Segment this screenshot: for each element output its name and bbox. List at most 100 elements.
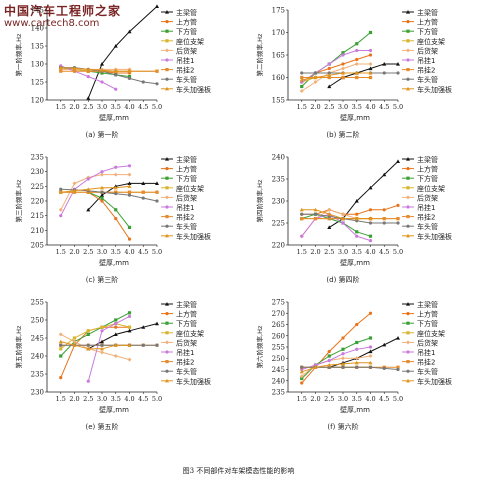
legend-marker <box>406 186 410 190</box>
x-axis-label: 壁厚,mm <box>340 113 370 122</box>
y-tick-label: 230 <box>272 198 285 206</box>
x-tick-label: 4.5 <box>379 395 389 403</box>
legend-marker <box>406 378 410 383</box>
data-point <box>368 66 373 71</box>
legend-label: 车头管 <box>417 222 438 231</box>
series-line <box>60 323 130 350</box>
data-point <box>100 346 104 351</box>
x-tick-label: 2.0 <box>69 248 79 256</box>
data-point <box>59 343 63 347</box>
x-tick-label: 4.5 <box>379 248 389 256</box>
legend-label: 吊挂1 <box>176 348 194 357</box>
data-point <box>100 339 104 344</box>
data-point <box>141 190 145 194</box>
series-line <box>301 213 398 224</box>
legend-label: 车头管 <box>176 75 197 84</box>
legend-label: 后货架 <box>417 193 438 202</box>
data-point <box>327 84 332 89</box>
watermark-title: 中国汽车工程师之家 <box>4 4 122 18</box>
data-point <box>86 67 91 71</box>
series-line <box>301 63 371 92</box>
data-point <box>100 199 104 203</box>
data-point <box>327 349 331 354</box>
data-point <box>127 181 132 185</box>
x-axis-label: 壁厚,mm <box>99 258 129 267</box>
data-point <box>354 216 359 221</box>
data-point <box>127 69 132 73</box>
y-tick-label: 225 <box>272 220 285 228</box>
data-point <box>300 365 304 369</box>
data-point <box>341 66 345 71</box>
data-point <box>327 75 331 80</box>
data-point <box>313 365 318 369</box>
data-point <box>127 190 132 194</box>
data-point <box>127 172 132 177</box>
data-point <box>114 87 118 91</box>
data-point <box>113 185 118 190</box>
data-point <box>355 42 359 46</box>
data-point <box>368 75 373 80</box>
legend-marker <box>165 48 169 53</box>
y-axis-label: 第四阶频率,Hz <box>255 179 264 222</box>
data-point <box>58 332 63 337</box>
legend-marker <box>406 77 410 81</box>
data-point <box>299 374 304 379</box>
data-point <box>341 221 345 225</box>
data-point <box>368 365 373 369</box>
x-tick-label: 4.0 <box>124 395 134 403</box>
data-point <box>300 234 304 238</box>
data-point <box>368 30 373 35</box>
data-point <box>396 71 400 75</box>
data-point <box>313 212 318 216</box>
data-point <box>113 343 118 347</box>
data-point <box>300 217 304 221</box>
legend-marker <box>406 312 410 316</box>
series-line <box>60 165 130 216</box>
data-point <box>59 354 63 358</box>
legend-marker <box>406 86 410 91</box>
data-point <box>354 199 359 203</box>
x-tick-label: 1.5 <box>297 248 307 256</box>
data-point <box>355 75 359 80</box>
chart-panel-4: 220 225 230 235 240 1.5 2.0 2.5 3.0 3.5 4.0 4.5 5.0 第… <box>255 154 452 285</box>
legend-label: 车头加强板 <box>417 85 452 94</box>
data-point <box>327 225 332 229</box>
x-tick-label: 3.0 <box>338 103 348 111</box>
data-point <box>72 66 77 70</box>
data-point <box>327 62 331 66</box>
series-line <box>329 337 399 368</box>
x-axis-label: 壁厚,mm <box>340 258 370 267</box>
data-point <box>141 80 145 84</box>
y-tick-label: 160 <box>272 74 285 82</box>
chart-panel-3: 205 210 215 220 225 230 235 1.5 2.0 2.5 3.0 3.5 4.0 4… <box>14 154 211 285</box>
legend-marker <box>165 312 169 316</box>
y-tick-label: 240 <box>272 154 285 162</box>
data-point <box>155 82 159 86</box>
x-tick-label: 5.0 <box>393 395 403 403</box>
y-tick-label: 155 <box>272 97 285 105</box>
data-point <box>100 193 104 197</box>
data-point <box>114 208 118 212</box>
y-axis-label: 第六阶频率,Hz <box>255 325 264 368</box>
legend-label: 下方管 <box>417 27 438 36</box>
data-point <box>341 212 345 217</box>
legend-marker <box>406 369 410 373</box>
chart-panel-2: 155 160 165 170 175 1.5 2.0 2.5 3.0 3.5 4.0 4.5 5.0 第… <box>255 7 452 140</box>
data-point <box>59 376 63 380</box>
legend-label: 后货架 <box>176 338 197 347</box>
data-point <box>114 73 118 77</box>
legend-label: 座位支架 <box>417 184 445 193</box>
data-point <box>341 365 345 369</box>
x-tick-label: 1.5 <box>56 395 66 403</box>
y-tick-label: 235 <box>31 371 44 379</box>
data-point <box>127 311 132 315</box>
legend-label: 吊挂1 <box>417 348 435 357</box>
legend-label: 车头加强板 <box>176 232 211 241</box>
data-point <box>100 190 104 194</box>
data-point <box>327 358 331 363</box>
series-line <box>60 67 130 72</box>
legend-marker <box>165 39 169 43</box>
series-line <box>87 6 158 99</box>
data-point <box>355 365 359 369</box>
y-tick-label: 250 <box>31 317 44 325</box>
